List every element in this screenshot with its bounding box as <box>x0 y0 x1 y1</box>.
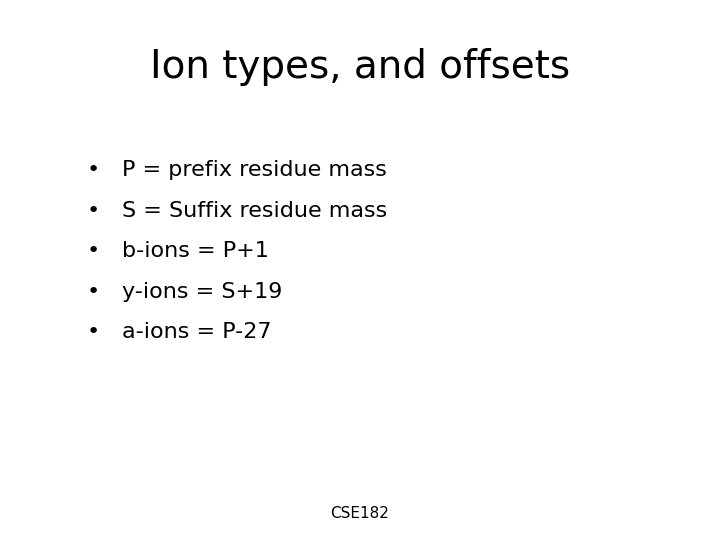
Text: S = Suffix residue mass: S = Suffix residue mass <box>122 200 387 221</box>
Text: a-ions = P-27: a-ions = P-27 <box>122 322 272 342</box>
Text: •: • <box>87 281 100 302</box>
Text: •: • <box>87 160 100 180</box>
Text: •: • <box>87 241 100 261</box>
Text: CSE182: CSE182 <box>330 505 390 521</box>
Text: •: • <box>87 322 100 342</box>
Text: Ion types, and offsets: Ion types, and offsets <box>150 49 570 86</box>
Text: •: • <box>87 200 100 221</box>
Text: b-ions = P+1: b-ions = P+1 <box>122 241 269 261</box>
Text: P = prefix residue mass: P = prefix residue mass <box>122 160 387 180</box>
Text: y-ions = S+19: y-ions = S+19 <box>122 281 283 302</box>
